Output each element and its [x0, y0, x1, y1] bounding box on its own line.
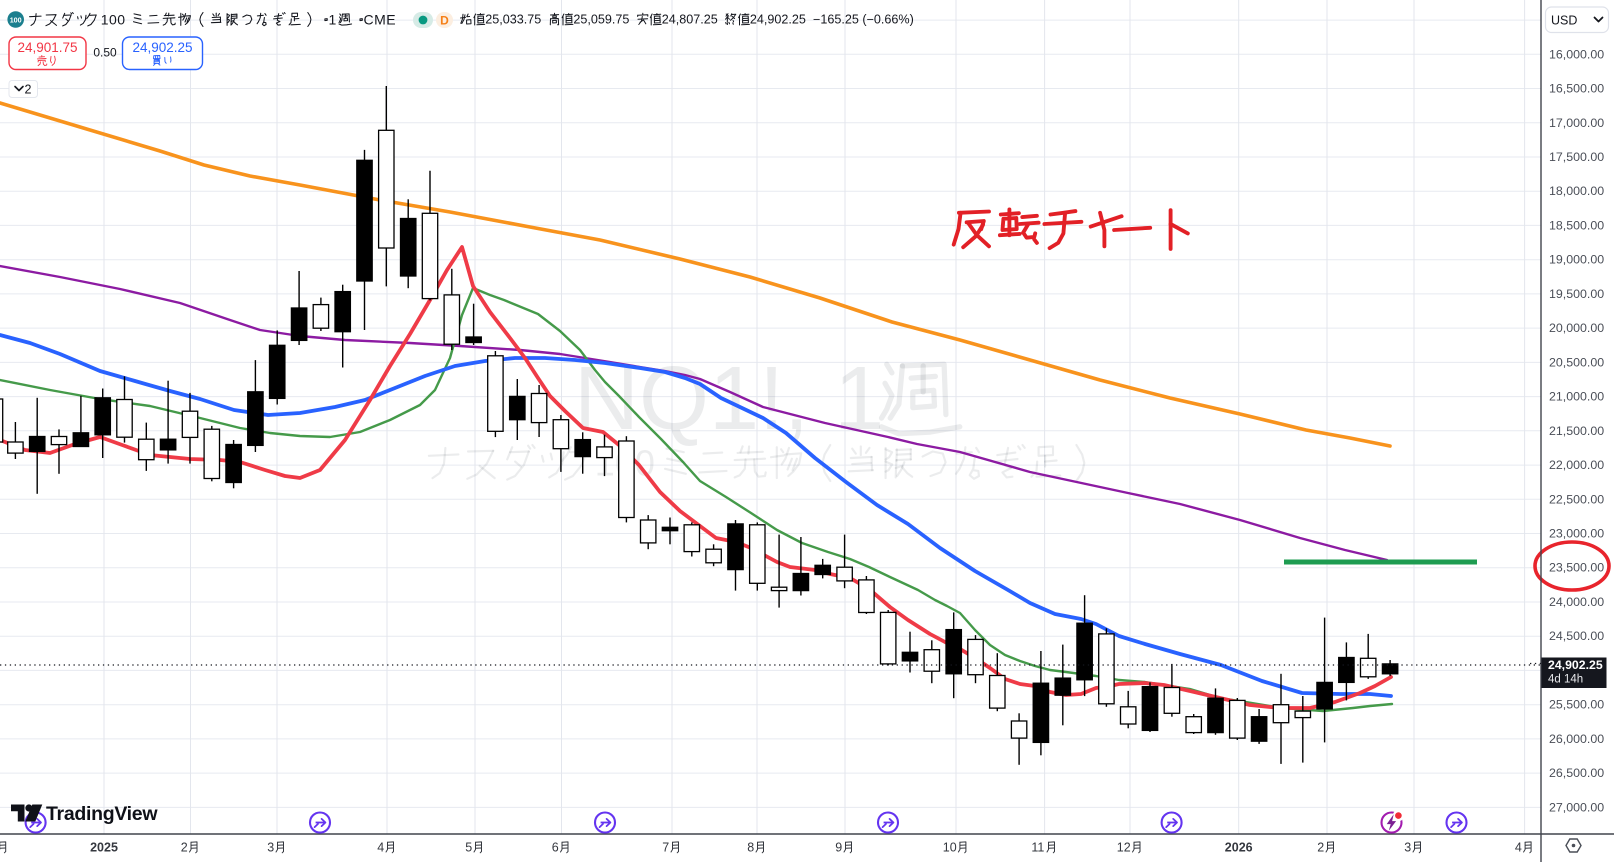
svg-text:−165.25 (−0.66%): −165.25 (−0.66%): [813, 13, 914, 27]
svg-text:17,000.00: 17,000.00: [1549, 116, 1604, 130]
svg-text:24,000.00: 24,000.00: [1549, 595, 1604, 609]
svg-text:26,000.00: 26,000.00: [1549, 732, 1604, 746]
svg-text:1: 1: [329, 12, 337, 28]
svg-text:27,000.00: 27,000.00: [1549, 800, 1604, 814]
svg-text:24,902.25: 24,902.25: [1548, 658, 1603, 672]
svg-text:3: 3: [267, 841, 274, 855]
svg-text:TradingView: TradingView: [46, 803, 158, 825]
svg-text:3: 3: [1404, 841, 1411, 855]
svg-text:100: 100: [10, 16, 22, 25]
svg-text:100: 100: [101, 12, 126, 28]
svg-text:23,000.00: 23,000.00: [1549, 527, 1604, 541]
svg-text:12: 12: [1117, 841, 1131, 855]
svg-text:26,500.00: 26,500.00: [1549, 766, 1604, 780]
svg-text:20,500.00: 20,500.00: [1549, 355, 1604, 369]
svg-text:0.50: 0.50: [93, 46, 117, 60]
svg-text:16,500.00: 16,500.00: [1549, 82, 1604, 96]
svg-text:24,901.75: 24,901.75: [17, 40, 77, 55]
svg-text:22,000.00: 22,000.00: [1549, 458, 1604, 472]
svg-text:2: 2: [181, 841, 188, 855]
svg-text:17,500.00: 17,500.00: [1549, 150, 1604, 164]
svg-text:18,500.00: 18,500.00: [1549, 218, 1604, 232]
svg-text:5: 5: [465, 841, 472, 855]
svg-text:4: 4: [377, 841, 384, 855]
svg-text:7: 7: [662, 841, 669, 855]
svg-text:9: 9: [835, 841, 842, 855]
svg-text:25,033.75: 25,033.75: [485, 13, 541, 27]
svg-text:16,000.00: 16,000.00: [1549, 47, 1604, 61]
svg-text:20,000.00: 20,000.00: [1549, 321, 1604, 335]
svg-text:21,500.00: 21,500.00: [1549, 424, 1604, 438]
svg-text:18,000.00: 18,000.00: [1549, 184, 1604, 198]
svg-text:11: 11: [1031, 841, 1044, 855]
svg-text:24,902.25: 24,902.25: [750, 13, 806, 27]
svg-text:D: D: [440, 14, 449, 28]
svg-text:8: 8: [747, 841, 754, 855]
svg-text:4: 4: [1515, 841, 1522, 855]
svg-text:21,000.00: 21,000.00: [1549, 390, 1604, 404]
svg-text:6: 6: [552, 841, 559, 855]
svg-text:2026: 2026: [1225, 841, 1253, 855]
svg-text:19,500.00: 19,500.00: [1549, 287, 1604, 301]
svg-text:CME: CME: [364, 12, 397, 28]
svg-text:25,059.75: 25,059.75: [573, 13, 629, 27]
svg-text:23,500.00: 23,500.00: [1549, 561, 1604, 575]
svg-text:19,000.00: 19,000.00: [1549, 253, 1604, 267]
svg-text:4d 14h: 4d 14h: [1548, 674, 1583, 686]
svg-text:25,500.00: 25,500.00: [1549, 698, 1604, 712]
svg-text:24,902.25: 24,902.25: [132, 40, 192, 55]
svg-text:2: 2: [25, 83, 32, 97]
svg-text:24,500.00: 24,500.00: [1549, 629, 1604, 643]
svg-text:2025: 2025: [90, 841, 118, 855]
svg-text:2: 2: [1317, 841, 1324, 855]
svg-text:24,807.25: 24,807.25: [662, 13, 718, 27]
svg-text:10: 10: [943, 841, 957, 855]
svg-text:22,500.00: 22,500.00: [1549, 492, 1604, 506]
svg-text:USD: USD: [1551, 14, 1577, 28]
